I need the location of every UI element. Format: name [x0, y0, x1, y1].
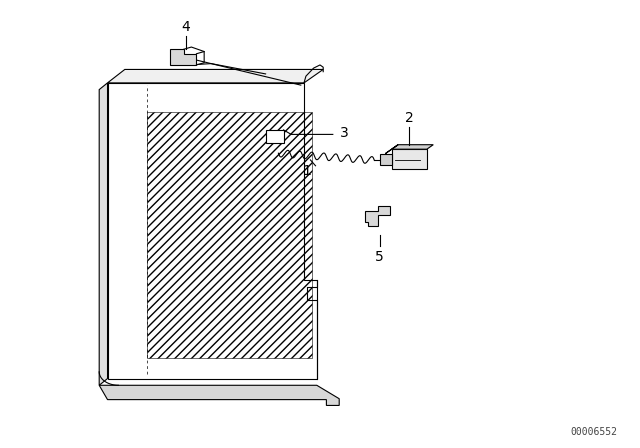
Text: 4: 4 [181, 20, 190, 34]
Polygon shape [392, 145, 433, 149]
Text: 1: 1 [303, 164, 312, 178]
Polygon shape [365, 206, 390, 226]
Bar [266, 130, 284, 143]
Polygon shape [108, 83, 317, 379]
Text: 3: 3 [340, 126, 349, 140]
Text: 5: 5 [375, 250, 384, 264]
Text: 2: 2 [404, 111, 413, 125]
Polygon shape [385, 145, 398, 154]
Text: 00006552: 00006552 [571, 427, 618, 437]
Polygon shape [380, 154, 392, 165]
Polygon shape [99, 385, 339, 405]
Polygon shape [392, 149, 427, 169]
Polygon shape [170, 49, 196, 65]
Polygon shape [99, 83, 108, 385]
Polygon shape [108, 69, 323, 83]
